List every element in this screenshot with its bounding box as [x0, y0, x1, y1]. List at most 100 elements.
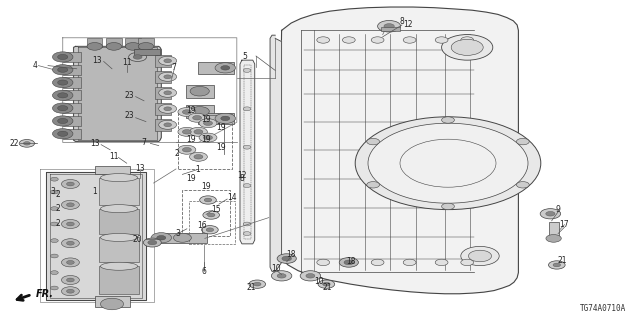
Circle shape: [468, 250, 492, 262]
Circle shape: [51, 207, 58, 211]
Text: 18: 18: [287, 250, 296, 259]
Text: 3: 3: [175, 229, 180, 238]
Bar: [99, 266, 139, 294]
Circle shape: [157, 236, 166, 240]
Circle shape: [367, 182, 380, 188]
Circle shape: [133, 55, 142, 59]
Circle shape: [188, 113, 206, 122]
Circle shape: [164, 75, 172, 79]
Circle shape: [461, 246, 499, 266]
Bar: [549, 222, 559, 238]
Circle shape: [190, 107, 209, 116]
Circle shape: [52, 52, 73, 62]
Bar: [381, 27, 400, 31]
Text: 12: 12: [237, 171, 246, 180]
Circle shape: [52, 65, 73, 75]
Bar: [155, 103, 171, 115]
Circle shape: [52, 77, 73, 88]
Circle shape: [461, 259, 474, 266]
Circle shape: [317, 259, 330, 266]
Circle shape: [58, 118, 68, 124]
Circle shape: [199, 133, 217, 142]
Circle shape: [442, 35, 493, 60]
Bar: [99, 178, 139, 205]
Text: 21: 21: [557, 256, 566, 265]
Circle shape: [61, 220, 79, 228]
Circle shape: [164, 59, 172, 63]
Bar: [186, 105, 214, 118]
Circle shape: [164, 91, 172, 95]
Polygon shape: [78, 47, 157, 140]
Text: 2: 2: [175, 149, 180, 158]
Text: 4: 4: [33, 61, 38, 70]
Circle shape: [206, 228, 214, 232]
Text: 17: 17: [559, 220, 570, 229]
Circle shape: [58, 54, 68, 60]
Circle shape: [182, 148, 191, 152]
Circle shape: [61, 276, 79, 284]
Ellipse shape: [100, 234, 138, 242]
Circle shape: [435, 259, 448, 266]
Circle shape: [148, 240, 157, 245]
Text: 19: 19: [186, 174, 196, 183]
Circle shape: [204, 198, 212, 202]
Text: 21: 21: [246, 284, 255, 292]
Circle shape: [67, 241, 74, 245]
Text: 3: 3: [50, 187, 55, 196]
Circle shape: [442, 203, 454, 210]
Text: 19: 19: [186, 135, 196, 144]
Circle shape: [164, 123, 172, 127]
Circle shape: [67, 203, 74, 207]
Bar: [198, 62, 234, 74]
Bar: [134, 49, 160, 55]
Text: 10: 10: [271, 264, 282, 273]
Polygon shape: [240, 60, 255, 244]
Circle shape: [67, 278, 74, 282]
Ellipse shape: [100, 173, 138, 182]
Text: 1: 1: [195, 165, 200, 174]
Circle shape: [61, 239, 79, 248]
Circle shape: [51, 286, 58, 290]
Text: 12: 12: [404, 20, 413, 29]
Circle shape: [442, 117, 454, 123]
Text: 10: 10: [314, 277, 324, 286]
Text: 2: 2: [55, 190, 60, 199]
Circle shape: [52, 129, 73, 139]
Circle shape: [277, 274, 286, 278]
Bar: [99, 209, 139, 234]
Polygon shape: [74, 46, 161, 141]
Circle shape: [243, 222, 251, 226]
Circle shape: [178, 127, 196, 136]
Ellipse shape: [100, 262, 138, 270]
Circle shape: [371, 259, 384, 266]
Circle shape: [371, 37, 384, 43]
Circle shape: [306, 274, 315, 278]
Bar: [155, 119, 171, 131]
Circle shape: [194, 155, 203, 159]
Circle shape: [19, 140, 35, 147]
Circle shape: [67, 182, 74, 186]
Circle shape: [58, 93, 68, 98]
Circle shape: [271, 271, 292, 281]
Bar: [63, 103, 81, 113]
Circle shape: [451, 39, 483, 55]
Bar: [87, 38, 102, 47]
Text: 19: 19: [201, 135, 211, 144]
Circle shape: [204, 121, 212, 125]
Bar: [63, 52, 81, 62]
Circle shape: [403, 37, 416, 43]
Circle shape: [52, 116, 73, 126]
Text: 2: 2: [55, 220, 60, 228]
Circle shape: [546, 235, 561, 242]
Circle shape: [58, 67, 68, 72]
Bar: [182, 190, 230, 236]
Circle shape: [548, 261, 565, 269]
Bar: [63, 116, 81, 126]
Circle shape: [204, 135, 212, 140]
Circle shape: [178, 108, 196, 116]
Circle shape: [342, 259, 355, 266]
Circle shape: [58, 131, 68, 136]
Circle shape: [194, 130, 203, 134]
Text: 23: 23: [124, 91, 134, 100]
Text: 19: 19: [216, 143, 226, 152]
